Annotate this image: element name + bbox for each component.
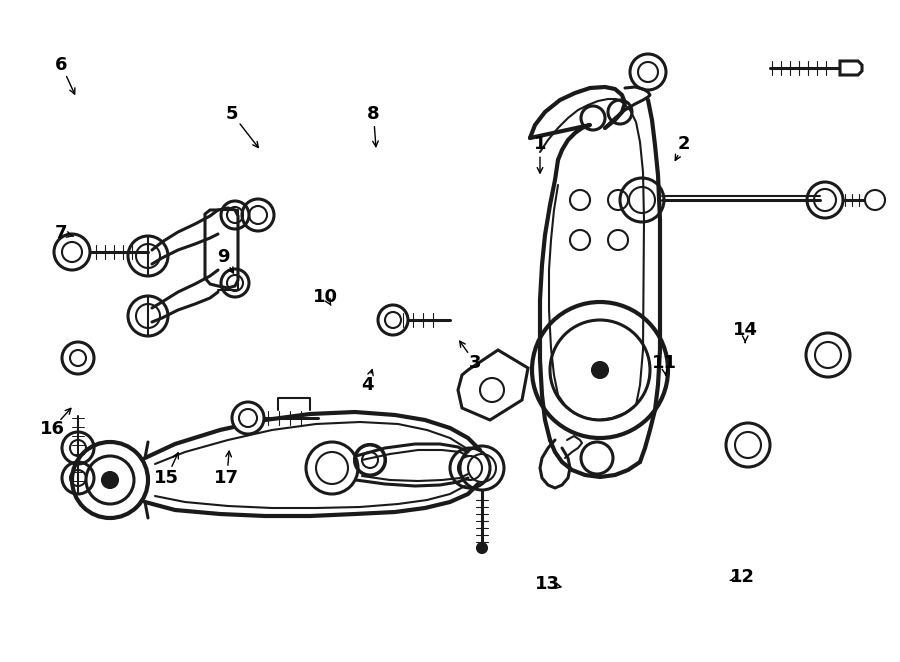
- Text: 1: 1: [534, 135, 546, 154]
- Text: 7: 7: [55, 224, 68, 242]
- Text: 9: 9: [217, 248, 230, 266]
- Polygon shape: [840, 61, 862, 75]
- Circle shape: [592, 362, 608, 378]
- Circle shape: [865, 190, 885, 210]
- Circle shape: [378, 305, 408, 335]
- Text: 14: 14: [733, 320, 758, 339]
- Text: 2: 2: [678, 135, 690, 154]
- Polygon shape: [205, 208, 238, 288]
- Text: 3: 3: [469, 354, 482, 372]
- Text: 10: 10: [313, 287, 338, 306]
- Text: 15: 15: [154, 469, 179, 487]
- Text: 4: 4: [361, 376, 374, 395]
- Circle shape: [54, 234, 90, 270]
- Circle shape: [477, 543, 487, 553]
- Text: 6: 6: [55, 56, 68, 74]
- Text: 13: 13: [535, 575, 560, 593]
- Text: 8: 8: [367, 105, 380, 123]
- Text: 17: 17: [214, 469, 239, 487]
- Circle shape: [102, 472, 118, 488]
- Text: 11: 11: [652, 354, 677, 372]
- Polygon shape: [458, 350, 528, 420]
- Text: 5: 5: [226, 105, 239, 123]
- Text: 12: 12: [730, 568, 755, 587]
- Text: 16: 16: [40, 420, 65, 438]
- Circle shape: [232, 402, 264, 434]
